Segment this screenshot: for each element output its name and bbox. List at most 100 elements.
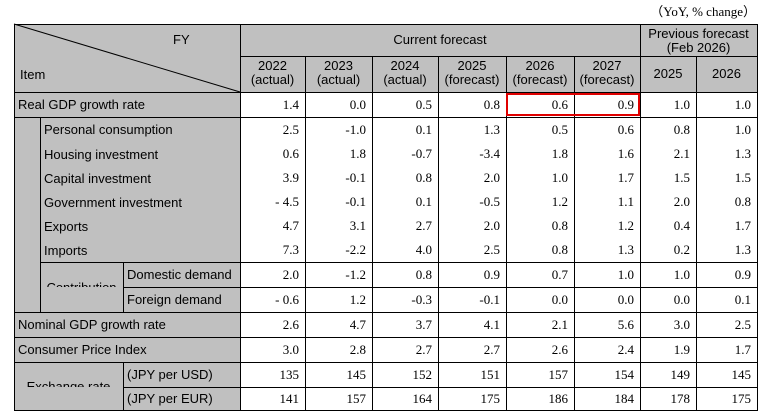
value-cell: 2.5 xyxy=(282,121,299,137)
column-year: 2026 xyxy=(525,58,555,73)
row-label: Nominal GDP growth rate xyxy=(14,312,240,337)
row-filler xyxy=(14,190,40,214)
grid-line xyxy=(757,24,758,411)
value-cell: 1.7 xyxy=(617,170,634,185)
grid-line xyxy=(14,92,758,93)
value-cell: 1.3 xyxy=(483,121,500,137)
value-cell: 0.0 xyxy=(673,291,690,307)
value-cell: -0.7 xyxy=(411,146,432,161)
value-cell: 1.9 xyxy=(673,341,690,357)
value-cell: 151 xyxy=(480,366,501,382)
value-cell: 0.7 xyxy=(551,266,568,282)
unit-note: （YoY, % change） xyxy=(650,4,756,19)
previous-forecast-date: (Feb 2026) xyxy=(666,40,731,55)
value-cell: 1.5 xyxy=(734,170,751,185)
value-cell: 3.1 xyxy=(349,218,366,233)
highlight-box xyxy=(506,93,640,116)
value-cell: -0.3 xyxy=(411,291,432,307)
grid-line xyxy=(14,410,758,411)
value-cell: - 4.5 xyxy=(275,194,299,209)
value-cell: 0.0 xyxy=(551,291,568,307)
value-cell: 0.8 xyxy=(551,218,568,233)
grid-line xyxy=(14,24,15,411)
fy-header: FY xyxy=(173,32,190,47)
value-cell: 2.5 xyxy=(734,316,751,332)
row-filler xyxy=(14,166,40,190)
value-cell: 1.0 xyxy=(734,96,751,112)
value-cell: 0.9 xyxy=(483,266,500,282)
grid-line xyxy=(372,56,373,411)
value-cell: 0.0 xyxy=(617,291,634,307)
value-cell: 154 xyxy=(614,366,635,382)
column-note: (forecast) xyxy=(579,72,635,87)
value-cell: 157 xyxy=(548,366,569,382)
value-cell: - 0.6 xyxy=(275,291,299,307)
row-filler xyxy=(14,238,40,262)
value-cell: 0.6 xyxy=(617,121,634,137)
value-cell: 1.0 xyxy=(551,170,568,185)
value-cell: 1.0 xyxy=(734,121,751,137)
row-label: Real GDP growth rate xyxy=(14,92,240,117)
value-cell: 2.8 xyxy=(349,341,366,357)
row-label: Exports xyxy=(40,214,240,238)
value-cell: 1.0 xyxy=(617,266,634,282)
value-cell: 4.7 xyxy=(349,316,366,332)
value-cell: 186 xyxy=(548,390,569,406)
value-cell: 1.4 xyxy=(282,96,299,112)
value-cell: 4.1 xyxy=(483,316,500,332)
value-cell: 1.0 xyxy=(673,266,690,282)
value-cell: 1.1 xyxy=(617,194,634,209)
value-cell: 3.0 xyxy=(673,316,690,332)
value-cell: 2.1 xyxy=(551,316,568,332)
value-cell: 5.6 xyxy=(617,316,634,332)
value-cell: 0.6 xyxy=(551,96,568,112)
row-filler xyxy=(14,142,40,166)
row-label: Housing investment xyxy=(40,142,240,166)
grid-line xyxy=(240,56,758,57)
grid-line xyxy=(438,56,439,411)
grid-line xyxy=(240,24,241,411)
grid-line xyxy=(123,287,758,288)
column-year: 2024 xyxy=(390,58,420,73)
value-cell: 1.3 xyxy=(734,242,751,257)
value-cell: 145 xyxy=(731,366,752,382)
value-cell: 178 xyxy=(670,390,691,406)
value-cell: -0.5 xyxy=(479,194,500,209)
value-cell: 7.3 xyxy=(282,242,299,257)
value-cell: 2.0 xyxy=(483,170,500,185)
value-cell: 141 xyxy=(279,390,300,406)
current-forecast-header: Current forecast xyxy=(393,32,487,47)
grid-line xyxy=(123,362,124,411)
value-cell: 0.5 xyxy=(415,96,432,112)
row-label: Personal consumption xyxy=(40,117,240,142)
row-filler xyxy=(14,117,40,142)
value-cell: 175 xyxy=(731,390,752,406)
value-cell: 4.0 xyxy=(415,242,432,257)
value-cell: 2.6 xyxy=(551,341,568,357)
row-label: Foreign demand xyxy=(123,287,240,312)
diagonal-line xyxy=(13,23,241,93)
value-cell: 3.0 xyxy=(282,341,299,357)
column-note: (actual) xyxy=(250,72,295,87)
value-cell: 0.1 xyxy=(734,291,751,307)
column-year: 2025 xyxy=(653,66,683,81)
row-filler xyxy=(14,287,123,312)
value-cell: -3.4 xyxy=(479,146,500,161)
row-label: Consumer Price Index xyxy=(14,337,240,362)
value-cell: 0.6 xyxy=(282,146,299,161)
value-cell: 135 xyxy=(279,366,300,382)
value-cell: 0.0 xyxy=(349,96,366,112)
value-cell: 0.8 xyxy=(483,96,500,112)
value-cell: -1.2 xyxy=(345,266,366,282)
value-cell: 2.5 xyxy=(483,242,500,257)
value-cell: 1.2 xyxy=(617,218,634,233)
value-cell: 175 xyxy=(480,390,501,406)
value-cell: 1.8 xyxy=(551,146,568,161)
value-cell: 0.1 xyxy=(415,121,432,137)
value-cell: 1.5 xyxy=(673,170,690,185)
value-cell: 149 xyxy=(670,366,691,382)
value-cell: -0.1 xyxy=(479,291,500,307)
value-cell: 145 xyxy=(346,366,367,382)
row-label: (JPY per USD) xyxy=(123,362,240,387)
